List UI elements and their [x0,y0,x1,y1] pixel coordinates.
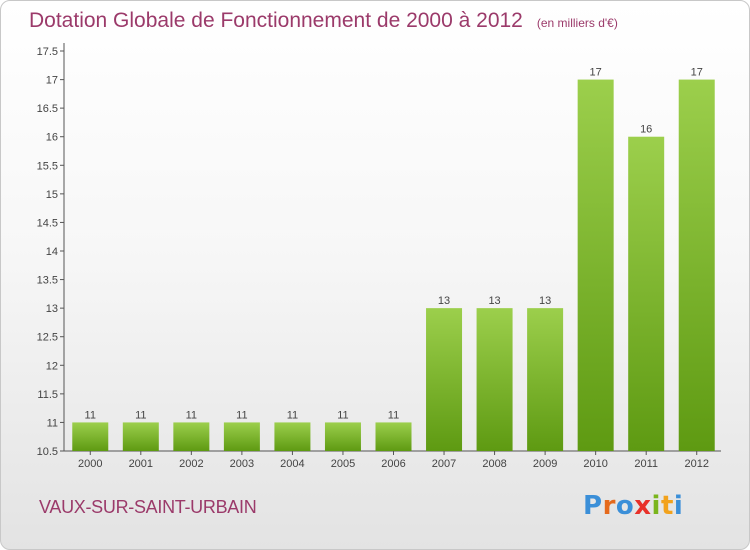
bar [72,422,109,451]
y-tick-label: 12.5 [37,332,58,344]
y-tick-label: 16 [46,132,58,144]
y-tick-label: 11.5 [37,389,58,401]
logo-letter: i [651,491,661,521]
x-tick-label: 2002 [179,458,203,470]
commune-name: VAUX-SUR-SAINT-URBAIN [39,497,257,517]
proxiti-logo: Proxiti [583,491,683,521]
chart-subtitle: (en milliers d'€) [536,16,618,30]
y-tick-label: 13.5 [37,275,58,287]
x-tick-label: 2005 [331,458,355,470]
x-tick-label: 2008 [482,458,506,470]
bar [173,422,210,451]
logo-letter: x [634,491,652,521]
bar [375,422,412,451]
bar [527,308,564,451]
x-tick-label: 2011 [634,458,658,470]
y-tick-label: 14 [46,246,58,258]
y-tick-label: 16.5 [37,103,58,115]
data-label: 13 [539,295,551,307]
x-tick-label: 2000 [78,458,102,470]
x-tick-label: 2007 [432,458,456,470]
data-label: 11 [337,409,348,421]
y-tick-label: 13 [46,303,58,315]
logo-letter: t [660,491,674,521]
chart-title-text: Dotation Globale de Fonctionnement de 20… [29,9,523,32]
data-label: 13 [438,295,450,307]
logo-letter: i [673,491,684,521]
bar [628,136,665,451]
data-label: 11 [85,409,96,421]
data-label: 11 [287,409,298,421]
x-tick-label: 2012 [684,458,708,470]
x-tick-label: 2003 [230,458,254,470]
y-tick-label: 11 [47,417,58,429]
x-tick-label: 2001 [129,458,153,470]
bar [577,79,614,452]
bar [426,308,463,451]
bar [122,422,159,451]
bar [324,422,361,451]
data-label: 11 [186,409,197,421]
data-label: 17 [590,67,602,79]
chart-title: Dotation Globale de Fonctionnement de 20… [29,9,618,33]
data-label: 11 [388,409,399,421]
data-label: 16 [640,124,652,136]
logo-letter: P [583,491,603,521]
x-tick-label: 2010 [583,458,607,470]
data-label: 11 [135,409,146,421]
x-tick-label: 2004 [280,458,304,470]
x-tick-label: 2009 [533,458,557,470]
y-tick-label: 10.5 [37,446,58,458]
bar [274,422,311,451]
data-label: 11 [236,409,247,421]
bar [678,79,715,452]
y-tick-label: 17 [46,75,58,87]
bar [476,308,513,451]
y-tick-label: 15 [46,189,58,201]
logo-letter: o [615,491,635,521]
y-tick-label: 17.5 [37,46,58,58]
data-label: 13 [488,295,500,307]
x-tick-label: 2006 [381,458,405,470]
y-tick-label: 14.5 [37,217,58,229]
bar [223,422,260,451]
logo-letter: r [602,491,616,521]
y-tick-label: 12 [46,360,58,372]
y-tick-label: 15.5 [37,160,58,172]
data-label: 17 [691,67,703,79]
